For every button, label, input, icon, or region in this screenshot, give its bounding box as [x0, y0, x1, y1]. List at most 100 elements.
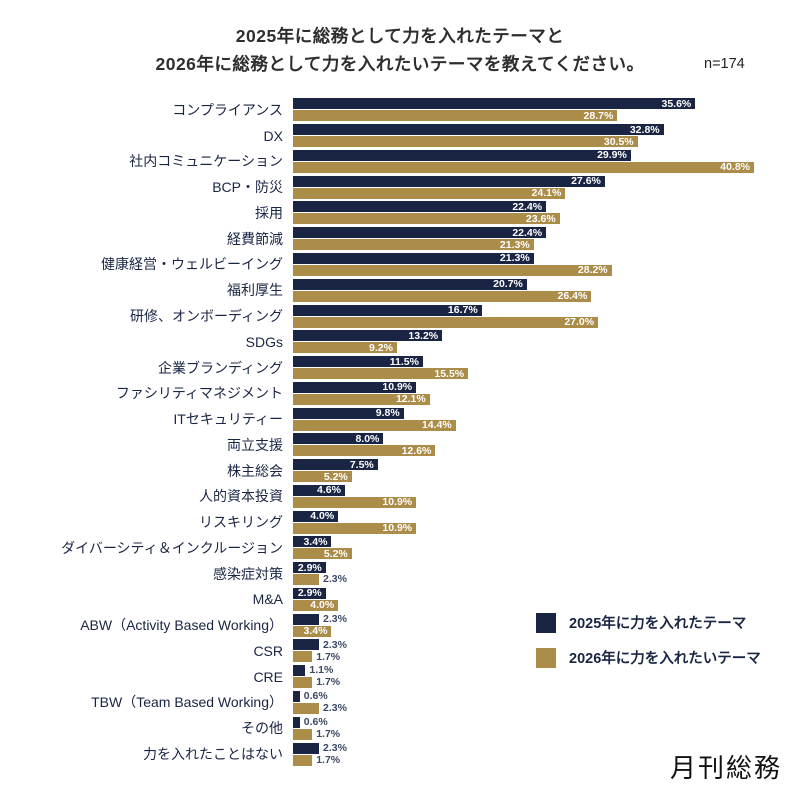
gekkan-soumu-logo: 月刊総務	[669, 753, 782, 783]
chart-legend: 2025年に力を入れたテーマ 2026年に力を入れたいテーマ	[536, 612, 761, 682]
category-label: 株主総会	[227, 462, 283, 479]
category-bars: 9.8% 14.4%	[293, 406, 800, 431]
chart-title-line1: 2025年に総務として力を入れたテーマと	[235, 26, 565, 46]
bar-2026	[293, 754, 313, 766]
bar-line: 35.6%	[293, 98, 800, 110]
bar-2026	[293, 574, 319, 586]
chart-row: 経費節減 22.4% 21.3%	[0, 226, 800, 252]
bar-line: 5.2%	[293, 547, 800, 560]
bar-2025: 9.8%	[293, 406, 404, 419]
bar-2025: 2.9%	[293, 561, 326, 574]
chart-row: ファシリティマネジメント 10.9% 12.1%	[0, 380, 800, 406]
category-label: DX	[263, 127, 283, 144]
bar-2026: 3.4%	[293, 624, 332, 637]
bar-2025	[293, 742, 319, 754]
bar-2026: 4.0%	[293, 599, 339, 611]
bar-line: 29.9%	[293, 149, 800, 161]
bar-2025: 4.0%	[293, 510, 339, 522]
bar-2026: 15.5%	[293, 367, 469, 380]
chart-row: 株主総会 7.5% 5.2%	[0, 458, 800, 484]
category-bars: 2.9% 4.0%	[293, 587, 800, 611]
category-label: ダイバーシティ＆インクルージョン	[61, 539, 283, 556]
value-label: 9.2%	[369, 341, 393, 354]
value-label: 7.5%	[349, 458, 374, 471]
value-label: 1.1%	[309, 664, 334, 677]
category-label: CRE	[253, 668, 283, 685]
category-bars: 16.7% 27.0%	[293, 303, 800, 328]
category-bars: 7.5% 5.2%	[293, 458, 800, 483]
bar-line: 10.9%	[293, 521, 800, 534]
value-label: 1.7%	[316, 753, 341, 766]
category-bars: 2.3% 3.4%	[293, 612, 800, 637]
legend-swatch-gold	[536, 647, 556, 668]
category-bars: 22.4% 21.3%	[293, 226, 800, 251]
bar-line: 12.6%	[293, 445, 800, 457]
chart-row: ダイバーシティ＆インクルージョン 3.4% 5.2%	[0, 535, 800, 561]
value-label: 3.4%	[303, 624, 328, 637]
bar-2025: 7.5%	[293, 458, 378, 471]
value-label: 32.8%	[629, 123, 660, 136]
bar-line: 1.1%	[293, 664, 800, 677]
chart-row: CSR 2.3% 1.7%	[0, 638, 800, 664]
value-label: 28.7%	[583, 109, 614, 122]
value-label: 5.2%	[323, 547, 348, 560]
category-label: リスキリング	[199, 514, 283, 531]
bar-line: 3.4%	[293, 624, 800, 637]
bar-2025: 11.5%	[293, 356, 423, 368]
category-label: その他	[241, 720, 283, 737]
category-label: ITセキュリティー	[173, 411, 283, 428]
bar-2025: 32.8%	[293, 123, 664, 136]
bar-line: 16.7%	[293, 303, 800, 316]
value-label: 15.5%	[434, 367, 465, 380]
value-label: 10.9%	[382, 521, 413, 534]
chart-row: BCP・防災 27.6% 24.1%	[0, 174, 800, 200]
value-label: 22.4%	[512, 226, 543, 239]
value-label: 2.3%	[322, 612, 347, 625]
category-label: 研修、オンボーディング	[129, 308, 283, 324]
bar-2026: 14.4%	[293, 419, 456, 431]
bar-2025	[293, 639, 319, 651]
bar-2026: 27.0%	[293, 316, 599, 328]
bar-line: 21.3%	[293, 238, 800, 251]
chart-row: CRE 1.1% 1.7%	[0, 664, 800, 690]
category-bars: 4.0% 10.9%	[293, 510, 800, 534]
chart-title: 2025年に総務として力を入れたテーマと 2026年に総務として力を入れたいテー…	[0, 22, 800, 78]
category-bars: 2.9% 2.3%	[293, 561, 800, 586]
category-label: 社内コミュニケーション	[129, 153, 283, 170]
bar-line: 28.2%	[293, 264, 800, 276]
value-label: 27.6%	[571, 174, 601, 187]
bar-2026: 12.1%	[293, 393, 430, 405]
bar-line: 23.6%	[293, 213, 800, 225]
bar-line: 12.1%	[293, 393, 800, 405]
value-label: 4.6%	[317, 484, 341, 497]
legend-label-2026: 2026年に力を入れたいテーマ	[569, 651, 761, 667]
bar-2026: 21.3%	[293, 238, 534, 251]
value-label: 2.9%	[297, 561, 322, 574]
bar-2025: 3.4%	[293, 536, 332, 548]
bar-2026: 9.2%	[293, 341, 397, 354]
category-bars: 3.4% 5.2%	[293, 536, 800, 560]
bar-line: 27.6%	[293, 174, 800, 187]
bar-line: 2.3%	[293, 702, 800, 714]
value-label: 13.2%	[408, 329, 439, 342]
category-label: 企業ブランディング	[157, 359, 283, 376]
category-label: 健康経営・ウェルビーイング	[101, 256, 283, 273]
value-label: 9.8%	[375, 406, 400, 419]
category-bars: 22.4% 23.6%	[293, 201, 800, 225]
bar-2025: 29.9%	[293, 149, 631, 161]
bar-line: 1.7%	[293, 677, 800, 689]
bar-2026: 12.6%	[293, 445, 436, 457]
chart-row: 社内コミュニケーション 29.9% 40.8%	[0, 149, 800, 175]
bar-line: 10.9%	[293, 381, 800, 393]
bar-2026: 5.2%	[293, 547, 352, 560]
value-label: 21.3%	[499, 238, 530, 251]
chart-row: DX 32.8% 30.5%	[0, 123, 800, 149]
category-bars: 4.6% 10.9%	[293, 484, 800, 508]
bar-2026: 26.4%	[293, 290, 592, 302]
value-label: 16.7%	[447, 303, 478, 316]
category-bars: 21.3% 28.2%	[293, 252, 800, 276]
bar-line: 8.0%	[293, 433, 800, 445]
bar-line: 20.7%	[293, 278, 800, 290]
bar-line: 32.8%	[293, 123, 800, 136]
